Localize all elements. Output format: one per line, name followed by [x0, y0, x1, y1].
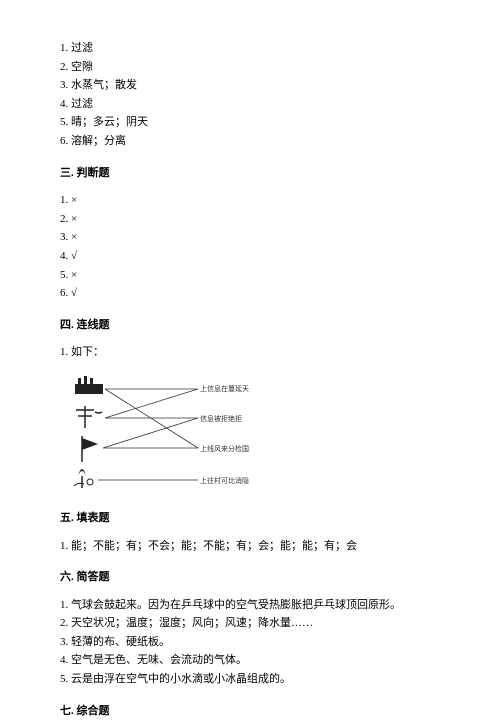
section6-list: 1. 气球会鼓起来。因为在乒乓球中的空气受热膨胀把乒乓球顶回原形。 2. 天空状…: [60, 597, 440, 689]
section3-title: 三. 判断题: [60, 165, 440, 183]
list-item: 1. ×: [60, 192, 440, 210]
section4-title: 四. 连线题: [60, 317, 440, 335]
list-item: 4. √: [60, 248, 440, 266]
list-item: 4. 空气是无色、无味、会流动的气体。: [60, 652, 440, 670]
diagram-label: 信息被拒绝拒: [200, 414, 242, 425]
matching-diagram: 上信息在蔓延天 信息被拒绝拒 上线风来分检国 上往村可比消隐: [70, 376, 270, 496]
list-item: 2. ×: [60, 211, 440, 229]
list-item: 1. 过滤: [60, 40, 440, 58]
tree-icon: [74, 469, 93, 488]
section4-intro: 1. 如下：: [60, 344, 440, 362]
list-item: 3. 轻薄的布、硬纸板。: [60, 634, 440, 652]
diagram-label: 上往村可比消隐: [200, 476, 249, 487]
list-item: 5. 云是由浮在空气中的小水滴或小冰晶组成的。: [60, 671, 440, 689]
list-item: 1. 气球会鼓起来。因为在乒乓球中的空气受热膨胀把乒乓球顶回原形。: [60, 597, 440, 615]
section7-title: 七. 综合题: [60, 703, 440, 720]
list-item: 6. 溶解；分离: [60, 133, 440, 151]
list-item: 5. ×: [60, 267, 440, 285]
list-item: 3. ×: [60, 229, 440, 247]
diagram-label: 上信息在蔓延天: [200, 384, 249, 395]
pole-icon: [76, 406, 102, 428]
list-item: 2. 空隙: [60, 59, 440, 77]
connector-lines: [98, 389, 198, 480]
flag-icon: [82, 436, 98, 462]
list-item: 3. 水蒸气；散发: [60, 77, 440, 95]
section-fill-list: 1. 过滤 2. 空隙 3. 水蒸气；散发 4. 过滤 5. 晴；多云；阴天 6…: [60, 40, 440, 151]
list-item: 6. √: [60, 285, 440, 303]
list-item: 4. 过滤: [60, 96, 440, 114]
section5-title: 五. 填表题: [60, 510, 440, 528]
list-item: 5. 晴；多云；阴天: [60, 114, 440, 132]
diagram-label: 上线风来分检国: [200, 444, 249, 455]
factory-icon: [75, 376, 103, 394]
list-item: 2. 天空状况；温度；湿度；风向；风速；降水量……: [60, 615, 440, 633]
section6-title: 六. 简答题: [60, 569, 440, 587]
section5-line: 1. 能；不能；有；不会；能；不能；有；会；能；能；有；会: [60, 538, 440, 556]
section3-list: 1. × 2. × 3. × 4. √ 5. × 6. √: [60, 192, 440, 303]
